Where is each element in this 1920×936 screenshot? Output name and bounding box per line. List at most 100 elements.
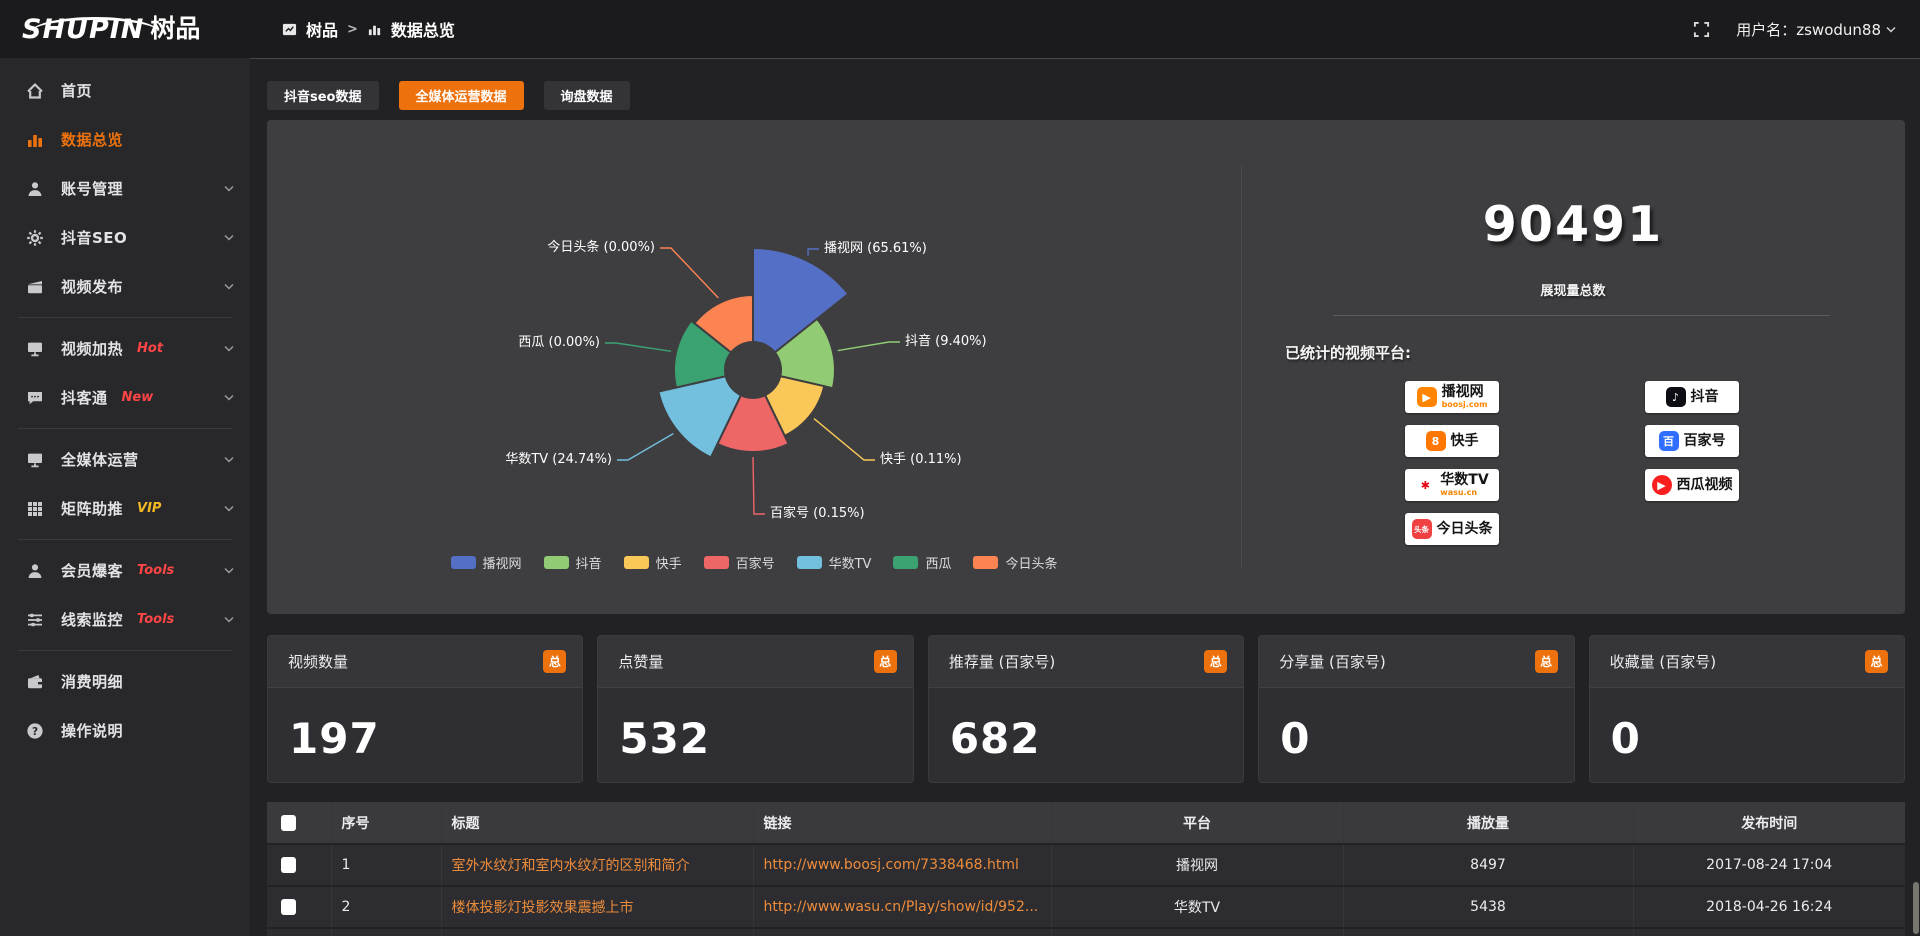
video-url-link[interactable]: http://www.boosj.com/7338468.html — [753, 844, 1052, 887]
pie-label-line-3 — [752, 456, 765, 515]
pie-label: 今日头条 (0.00%) — [547, 240, 655, 255]
legend-label: 华数TV — [828, 557, 872, 572]
pie-label: 华数TV (24.74%) — [505, 452, 612, 467]
sidebar-item-clue-monitor[interactable]: 线索监控 Tools — [0, 595, 250, 644]
platform-logo-icon: ▶ — [1416, 387, 1437, 407]
topbar: SHUPIN 树品 树品 > 数据总览 用户名：zswodun88 — [0, 0, 1920, 58]
sidebar-item-douyin-seo[interactable]: 抖音SEO — [0, 213, 250, 262]
table-row: 2 楼体投影灯投影效果震撼上市 http://www.wasu.cn/Play/sh… — [267, 886, 1905, 929]
svg-text:?: ? — [32, 726, 38, 738]
pie-slice-0[interactable] — [752, 246, 850, 354]
tab-inquiry-data[interactable]: 询盘数据 — [543, 81, 630, 110]
platform-badge: 8 快手 — [1405, 425, 1499, 457]
table-row-partial — [267, 928, 1905, 936]
chevron-down-icon — [224, 394, 234, 401]
video-title-link[interactable]: 楼体投影灯投影效果震撼上市 — [441, 886, 754, 929]
column-header: 播放量 — [1343, 802, 1634, 845]
stat-card-label: 视频数量 — [288, 653, 349, 671]
row-checkbox[interactable] — [281, 857, 296, 873]
legend-swatch — [796, 556, 822, 569]
sidebar-item-matrix-boost[interactable]: 矩阵助推 VIP — [0, 484, 250, 533]
sidebar-item-help[interactable]: ? 操作说明 — [0, 706, 250, 755]
pie-label-line-4 — [617, 432, 674, 461]
total-badge: 总 — [873, 650, 897, 673]
logo-text-cn: 树品 — [150, 14, 201, 44]
sidebar-item-label: 抖音SEO — [61, 229, 128, 247]
sidebar: 首页 数据总览账号管理抖音SEO 视频发布视频加热 Hot 抖客通 New 全媒体运营 矩阵助… — [0, 58, 250, 936]
sidebar-divider — [18, 317, 232, 318]
column-header: 标题 — [441, 802, 754, 845]
legend-item[interactable]: 播视网 — [450, 553, 522, 572]
row-checkbox[interactable] — [281, 899, 296, 915]
stat-card-header: 推荐量 (百家号) 总 — [928, 636, 1244, 688]
chevron-down-icon — [1886, 26, 1896, 33]
pie-slice-5[interactable] — [673, 319, 733, 389]
pie-label: 百家号 (0.15%) — [770, 506, 865, 521]
tab-media-ops-data[interactable]: 全媒体运营数据 — [398, 81, 524, 110]
stat-card-value: 682 — [949, 714, 1041, 763]
pie-slice-4[interactable] — [657, 375, 743, 459]
stat-card: 视频数量 总 197 — [267, 635, 584, 783]
pie-slice-2[interactable] — [763, 375, 826, 438]
legend-item[interactable]: 华数TV — [796, 553, 872, 572]
sidebar-item-account-manage[interactable]: 账号管理 — [0, 164, 250, 213]
legend-label: 百家号 — [735, 557, 775, 572]
pie-slice-1[interactable] — [773, 317, 836, 390]
pie-slice-3[interactable] — [716, 393, 790, 454]
pie-slice-6[interactable] — [692, 293, 754, 354]
legend-item[interactable]: 西瓜 — [893, 553, 951, 572]
wallet-icon — [26, 673, 44, 691]
breadcrumb-app[interactable]: 树品 — [306, 21, 339, 40]
tab-douyin-seo-data[interactable]: 抖音seo数据 — [267, 81, 379, 110]
main-content: 抖音seo数据 全媒体运营数据 询盘数据 播视网 抖音 快手 百家号 华数TV 西瓜 今日头条 … — [250, 58, 1920, 936]
sidebar-item-media-ops[interactable]: 全媒体运营 — [0, 435, 250, 484]
sidebar-item-label: 操作说明 — [61, 722, 124, 740]
gear-icon — [26, 229, 44, 247]
platform-badge: ▶ 西瓜视频 — [1645, 469, 1739, 501]
app-logo: SHUPIN 树品 — [0, 14, 250, 44]
sidebar-item-member-baoke[interactable]: 会员爆客 Tools — [0, 546, 250, 595]
total-badge: 总 — [1204, 650, 1228, 673]
pie-label-line-2 — [813, 418, 875, 461]
select-all-checkbox[interactable] — [281, 814, 296, 831]
bars-icon — [26, 131, 44, 149]
video-url-link[interactable]: http://www.wasu.cn/Play/show/id/952... — [753, 886, 1052, 929]
platform-badges-right: ♪ 抖音百百家号 ▶ 西瓜视频 — [1645, 381, 1739, 501]
stat-card: 点赞量 总 532 — [597, 635, 914, 783]
legend-swatch — [703, 556, 729, 569]
fullscreen-icon[interactable] — [1693, 21, 1710, 38]
scrollbar-thumb[interactable] — [1913, 882, 1919, 934]
sidebar-item-consume-detail[interactable]: 消费明细 — [0, 657, 250, 706]
stat-card-header: 点赞量 总 — [598, 636, 913, 688]
sidebar-item-video-publish[interactable]: 视频发布 — [0, 262, 250, 311]
total-impressions-label: 展现量总数 — [1540, 284, 1606, 299]
legend-item[interactable]: 今日头条 — [973, 553, 1057, 572]
sidebar-item-home[interactable]: 首页 — [0, 66, 250, 115]
sidebar-item-video-heat[interactable]: 视频加热 Hot — [0, 324, 250, 373]
question-icon: ? — [26, 722, 44, 740]
platform-logo-icon: 百 — [1658, 431, 1679, 451]
sidebar-item-badge: VIP — [137, 501, 162, 516]
sidebar-item-douketong[interactable]: 抖客通 New — [0, 373, 250, 422]
sidebar-item-label: 账号管理 — [61, 180, 124, 198]
platform-logo-icon: 头条 — [1411, 519, 1432, 539]
video-title-link[interactable]: 室外水纹灯和室内水纹灯的区别和简介 — [441, 844, 754, 887]
sidebar-item-label: 视频加热 — [61, 340, 124, 358]
platform-badge: ▶ 播视网 boosj.com — [1405, 381, 1499, 413]
chat-icon — [26, 389, 44, 407]
platform-badge: 头条 今日头条 — [1405, 513, 1499, 545]
sidebar-item-label: 视频发布 — [61, 278, 124, 296]
legend-item[interactable]: 快手 — [623, 553, 682, 572]
legend-item[interactable]: 抖音 — [543, 553, 602, 572]
legend-item[interactable]: 百家号 — [703, 553, 775, 572]
legend-swatch — [973, 556, 999, 569]
platform-logo-icon: 8 — [1425, 431, 1446, 451]
user-menu[interactable]: 用户名：zswodun88 — [1736, 19, 1896, 40]
table-header-row: 序号 标题 链接 平台 播放量 发布时间 — [267, 802, 1905, 845]
logo-arc-decoration — [30, 16, 160, 33]
sidebar-item-data-overview[interactable]: 数据总览 — [0, 115, 250, 164]
breadcrumb-page[interactable]: 数据总览 — [390, 21, 455, 40]
sidebar-item-label: 消费明细 — [61, 673, 124, 691]
breadcrumb-separator: > — [347, 21, 358, 37]
pie-label: 西瓜 (0.00%) — [518, 335, 600, 350]
